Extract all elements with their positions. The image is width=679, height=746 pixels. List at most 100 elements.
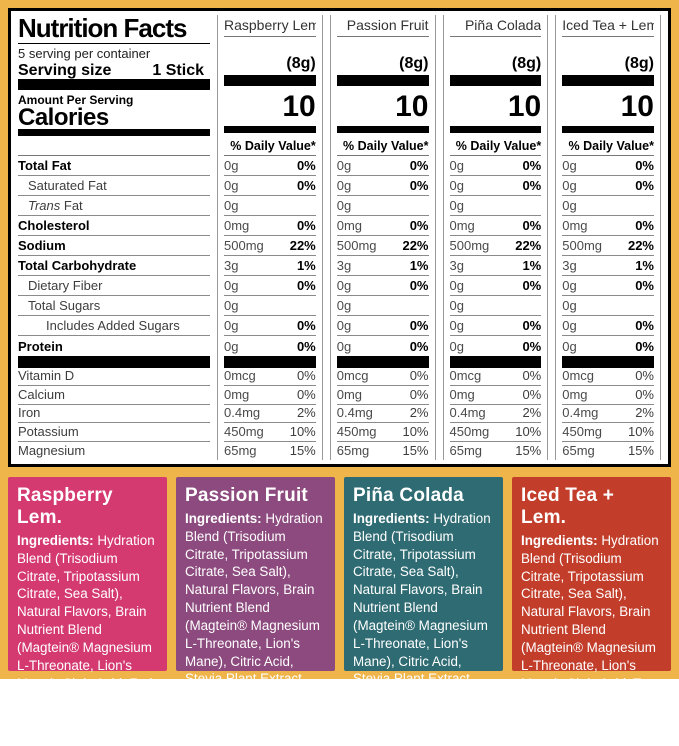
nutrient-amount: 0g — [449, 197, 464, 213]
flavor-panel-title: Passion Fruit — [185, 485, 308, 506]
vitamin-label: Potassium — [18, 423, 79, 439]
daily-value-header-cell: % Daily Value* — [449, 133, 542, 156]
vitamin-amount: 0.4mg — [336, 405, 373, 420]
vitamin-daily-value: 10% — [289, 423, 316, 439]
nutrient-row: 500mg 22% — [449, 236, 542, 256]
nutrient-daily-value: 0% — [296, 157, 316, 173]
daily-value-spacer — [18, 136, 210, 156]
nutrient-label-row: Total Fat — [18, 156, 210, 176]
divider-bar — [336, 355, 429, 368]
daily-value-header-cell: % Daily Value* — [224, 133, 316, 156]
divider-bar — [224, 74, 316, 86]
vitamin-daily-value: 2% — [409, 405, 429, 420]
nutrient-amount: 0g — [336, 338, 352, 354]
flavor-panel-title: Raspberry Lem. — [17, 485, 113, 528]
nutrient-row: 0g 0% — [224, 156, 316, 176]
vitamin-daily-value: 2% — [296, 405, 316, 420]
nutrient-daily-value: 0% — [635, 277, 654, 293]
ingredients-label: Ingredients: — [521, 533, 598, 548]
ingredients-label: Ingredients: — [185, 511, 262, 526]
nutrient-label-rows: Total Fat Saturated Fat Trans Fat Cholester… — [18, 156, 210, 356]
nutrient-label-row: Protein — [18, 336, 210, 356]
nutrient-row: 0mg 0% — [336, 216, 429, 236]
vitamin-label-row: Calcium — [18, 386, 210, 405]
vitamin-value-rows: 0mcg 0% 0mg 0% 0.4mg 2% 450mg 10% 65mg 15% — [224, 368, 316, 461]
vitamin-amount: 0.4mg — [562, 405, 599, 420]
daily-value-header: % Daily Value* — [568, 138, 654, 153]
vitamin-row: 0mg 0% — [562, 386, 654, 405]
nutrient-daily-value: 0% — [635, 217, 654, 233]
divider-bar — [562, 74, 654, 86]
vitamin-amount: 65mg — [336, 443, 370, 458]
vitamin-row: 65mg 15% — [337, 442, 429, 461]
nutrient-amount: 0g — [224, 197, 239, 213]
nutrient-amount: 0g — [562, 317, 577, 333]
nutrient-row: 0g 0% — [562, 336, 654, 356]
nutrient-row: 0g 0% — [224, 316, 316, 336]
nutrient-amount: 0g — [562, 157, 577, 173]
nutrient-daily-value: 0% — [522, 317, 542, 333]
nutrient-label: Sodium — [18, 237, 66, 253]
nutrient-row: 500mg 22% — [562, 236, 654, 256]
flavor-column-header: Raspberry Lem. (8g) — [224, 15, 316, 75]
nutrient-amount: 0mg — [562, 217, 588, 233]
vitamin-value-rows: 0mcg 0% 0mg 0% 0.4mg 2% 450mg 10% 65mg 15% — [336, 368, 429, 461]
vitamin-row: 0mcg 0% — [336, 368, 429, 386]
nutrient-daily-value: 22% — [402, 237, 429, 253]
spacer — [450, 37, 542, 55]
nutrient-label: Includes Added Sugars — [46, 317, 180, 333]
vitamin-row: 0.4mg 2% — [224, 405, 316, 423]
nutrient-label-row: Saturated Fat — [18, 176, 210, 196]
serving-size-value: 1 Stick — [152, 62, 204, 79]
vitamin-label: Calcium — [18, 386, 65, 402]
nutrient-daily-value: 1% — [409, 257, 429, 273]
vitamin-row: 0mg 0% — [336, 386, 429, 405]
nutrient-amount: 500mg — [449, 237, 490, 253]
vitamin-daily-value: 0% — [409, 386, 429, 402]
vitamin-daily-value: 0% — [409, 368, 429, 383]
nutrient-label: Dietary Fiber — [28, 277, 103, 293]
calories-value: 10 — [395, 90, 429, 124]
vitamin-daily-value: 0% — [635, 386, 654, 402]
vitamin-amount: 65mg — [449, 443, 483, 458]
servings-per-container: 5 serving per container — [18, 46, 151, 61]
serving-weight: (8g) — [286, 54, 316, 72]
flavor-panel: Raspberry Lem. Ingredients: Hydration Ble… — [8, 477, 167, 744]
nutrient-daily-value: 22% — [289, 237, 316, 253]
divider-bar — [18, 79, 210, 90]
vitamin-row: 0mcg 0% — [224, 368, 316, 386]
nutrient-daily-value: 0% — [296, 177, 316, 193]
nutrient-label-row: Dietary Fiber — [18, 276, 210, 296]
nutrient-row: 0g — [336, 296, 429, 316]
flavor-panel-ingredients: Ingredients: Hydration Blend (Trisodium … — [17, 533, 157, 745]
divider-bar — [224, 355, 316, 368]
nutrient-row: 0g 0% — [337, 336, 429, 356]
calories-value: 10 — [507, 90, 542, 124]
nutrient-value-rows: 0g 0% 0g 0% 0g 0mg 0% 500mg 22% 3g 1% 0g 0% 0g 0g 0% 0g 0… — [562, 156, 654, 356]
flavor-name: Raspberry Lem. — [224, 15, 316, 37]
nutrient-daily-value: 0% — [522, 217, 542, 233]
nutrient-row: 0g — [224, 196, 316, 216]
nutrient-row: 0g 0% — [449, 156, 542, 176]
flavor-panel-ingredients: Ingredients: Hydration Blend (Trisodium … — [185, 511, 323, 705]
nutrient-daily-value: 1% — [522, 257, 542, 273]
nutrient-row: 500mg 22% — [336, 236, 429, 256]
nutrient-daily-value: 0% — [409, 277, 429, 293]
nutrient-row: 0g 0% — [562, 156, 654, 176]
nutrient-row: 0mg 0% — [562, 216, 654, 236]
divider-bar — [18, 128, 210, 136]
vitamin-daily-value: 15% — [289, 443, 316, 458]
vitamin-label: Iron — [18, 405, 41, 420]
flavor-column: Passion Fruit (8g) 10% Daily Value* 0g 0% 0g 0… — [329, 15, 436, 461]
vitamin-row: 65mg 15% — [450, 442, 542, 461]
nutrient-row: 0g 0% — [449, 276, 542, 296]
label-column-header: Nutrition Facts 5 serving per container … — [18, 15, 210, 79]
nutrient-daily-value: 1% — [296, 257, 316, 273]
nutrient-row: 0g — [562, 196, 654, 216]
vitamin-daily-value: 10% — [627, 423, 654, 439]
nutrient-daily-value: 0% — [296, 277, 316, 293]
serving-size-label: Serving size — [18, 62, 112, 79]
vitamin-daily-value: 10% — [515, 423, 542, 439]
nutrient-row: 500mg 22% — [224, 236, 316, 256]
nutrient-label-row: Includes Added Sugars — [18, 316, 210, 336]
